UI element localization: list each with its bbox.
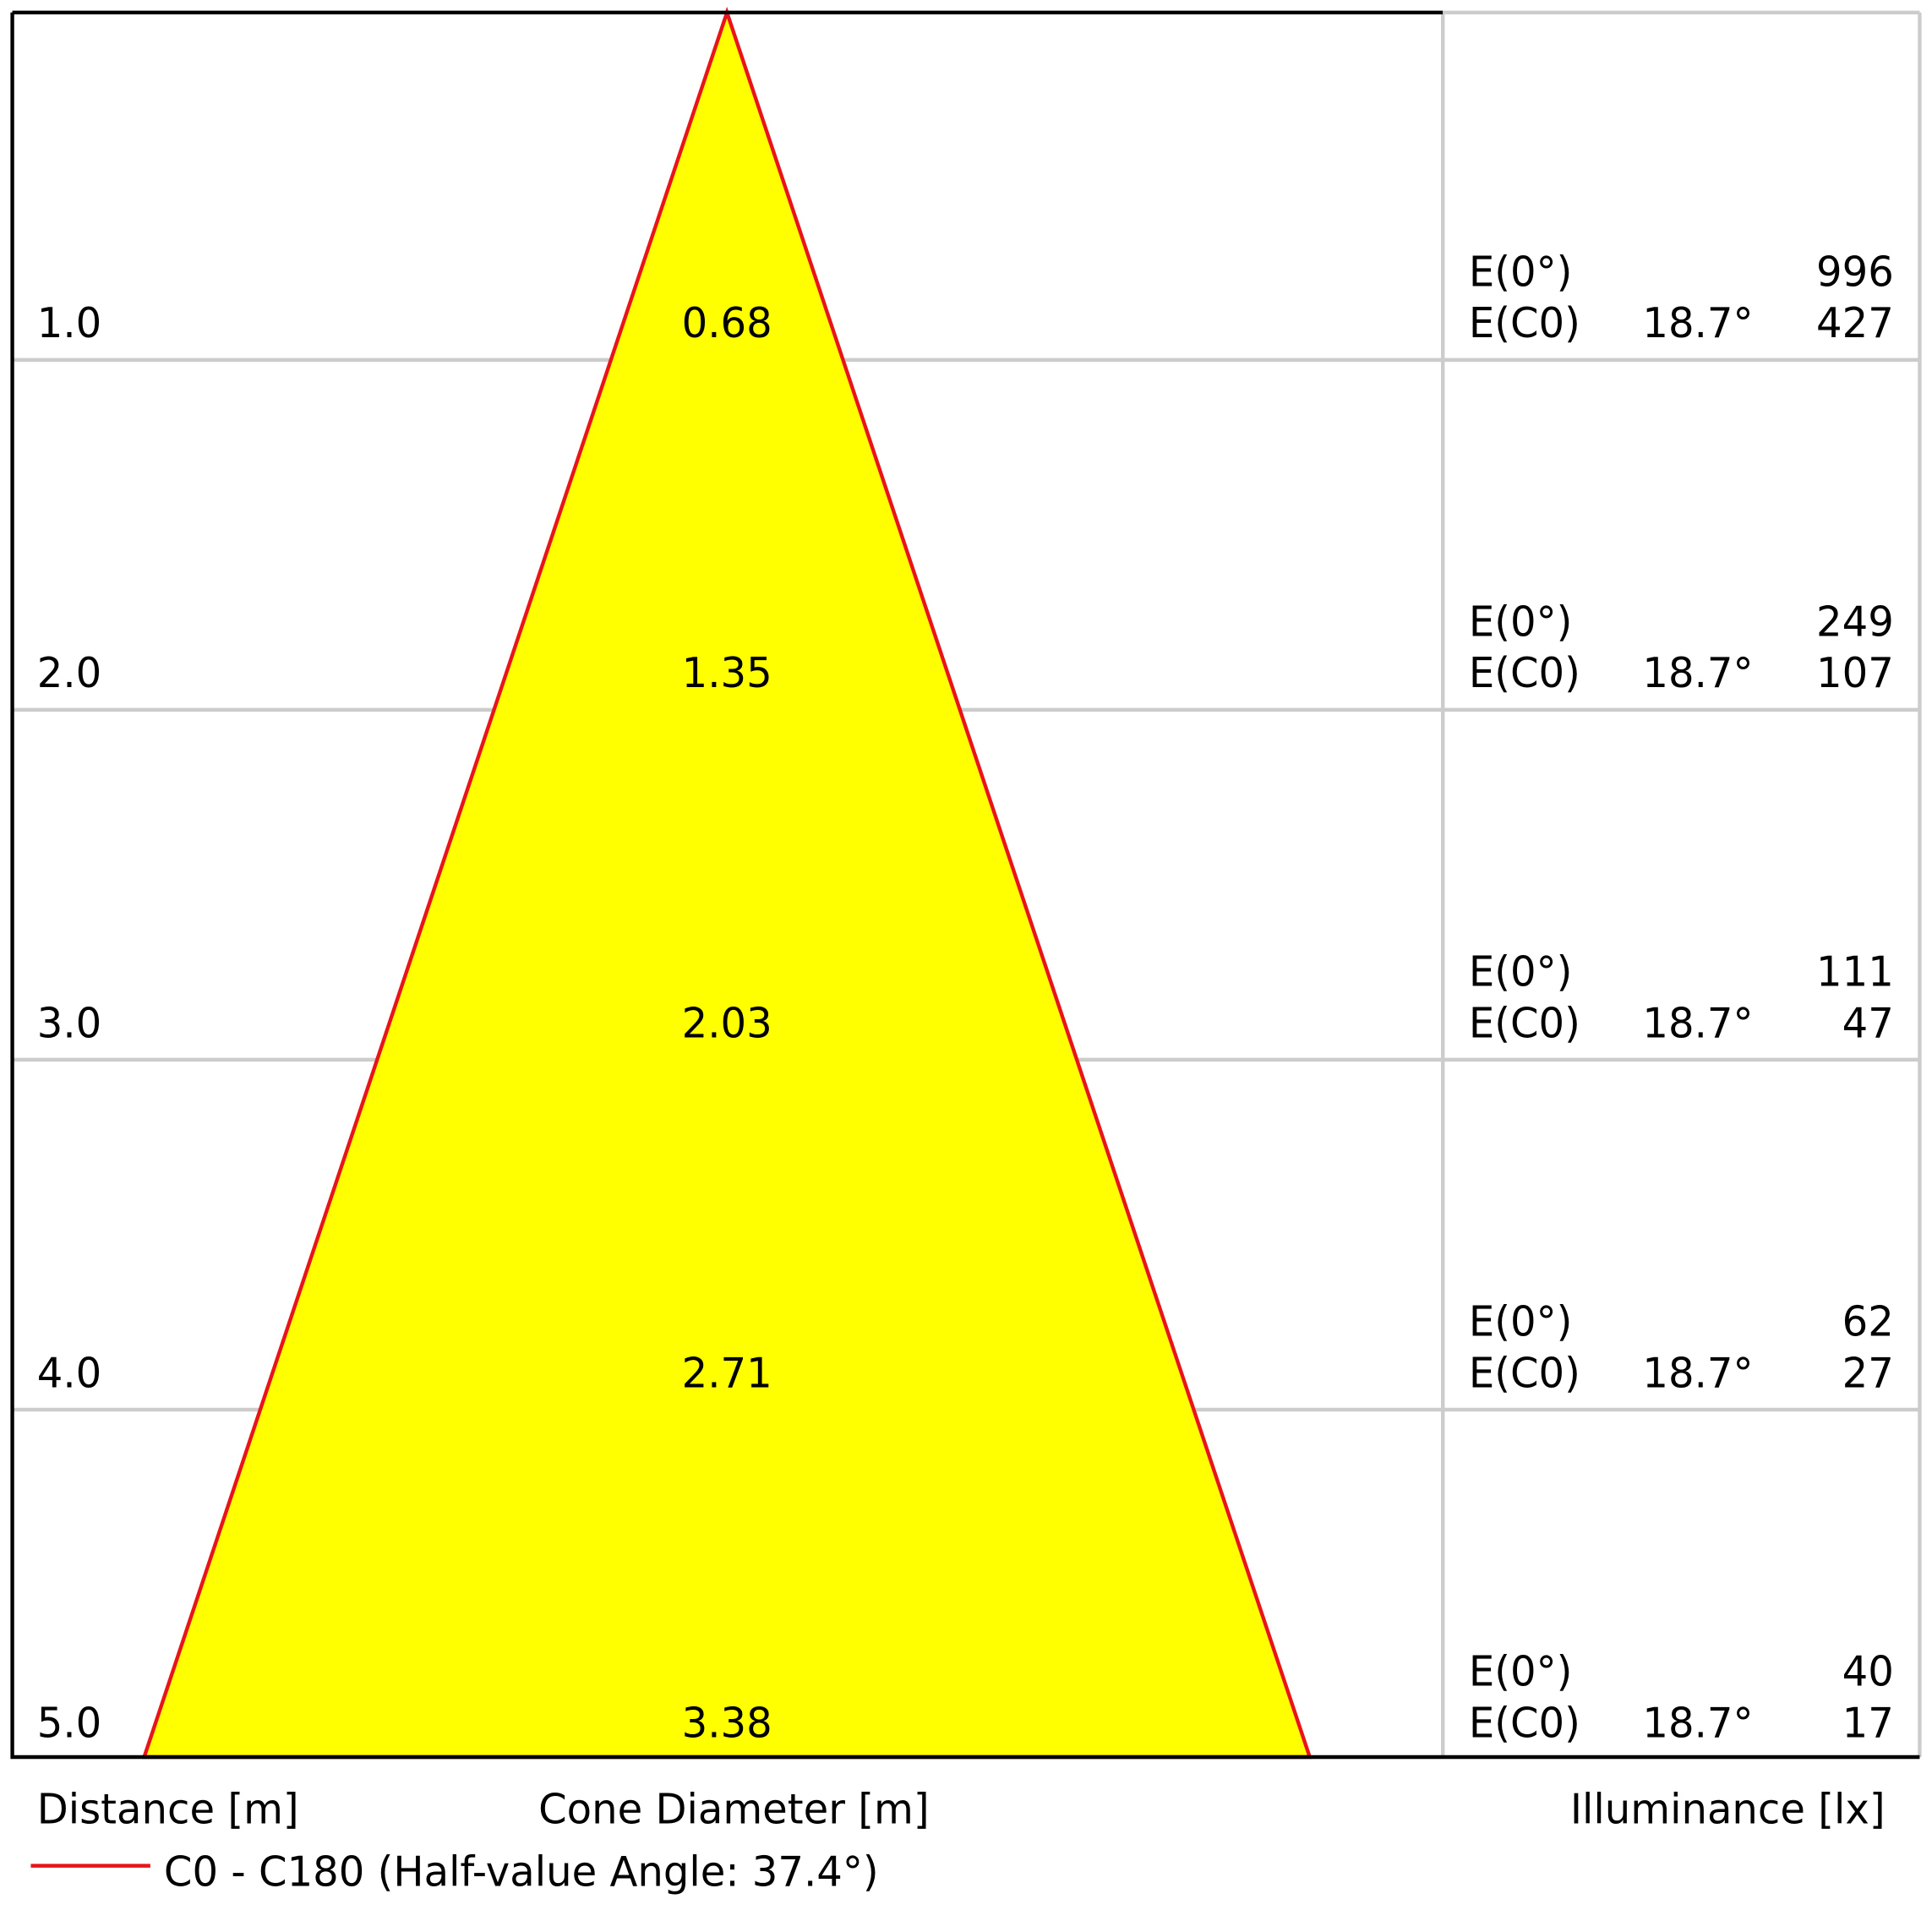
e0-label: E(0°) bbox=[1469, 598, 1573, 646]
angle: 18.7° bbox=[1642, 650, 1753, 697]
e0-value: 40 bbox=[1842, 1648, 1894, 1695]
ec0-label: E(C0) bbox=[1469, 1350, 1580, 1397]
ec0-value: 47 bbox=[1842, 1000, 1894, 1047]
ec0-value: 107 bbox=[1816, 650, 1894, 697]
e0-value: 62 bbox=[1842, 1298, 1894, 1345]
e0-value: 249 bbox=[1816, 598, 1894, 646]
distance: 2.0 bbox=[37, 650, 102, 697]
e0-label: E(0°) bbox=[1469, 1648, 1573, 1695]
cone-diameter: 2.71 bbox=[682, 1350, 772, 1397]
footer-diameter: Cone Diameter [m] bbox=[538, 1786, 930, 1833]
e0-label: E(0°) bbox=[1469, 248, 1573, 296]
ec0-value: 17 bbox=[1842, 1700, 1894, 1747]
angle: 18.7° bbox=[1642, 300, 1753, 347]
ec0-value: 27 bbox=[1842, 1350, 1894, 1397]
frame bbox=[10, 12, 1920, 1760]
distance: 4.0 bbox=[37, 1350, 102, 1397]
ec0-label: E(C0) bbox=[1469, 1700, 1580, 1747]
ec0-label: E(C0) bbox=[1469, 300, 1580, 347]
e0-label: E(0°) bbox=[1469, 948, 1573, 996]
e0-value: 111 bbox=[1816, 948, 1894, 996]
distance: 3.0 bbox=[37, 1000, 102, 1047]
cone-diameter: 3.38 bbox=[682, 1700, 772, 1747]
distance: 5.0 bbox=[37, 1700, 102, 1747]
angle: 18.7° bbox=[1642, 1700, 1753, 1747]
distance: 1.0 bbox=[37, 300, 102, 347]
angle: 18.7° bbox=[1642, 1350, 1753, 1397]
angle: 18.7° bbox=[1642, 1000, 1753, 1047]
e0-value: 996 bbox=[1816, 248, 1894, 296]
legend-label: C0 - C180 (Half-value Angle: 37.4°) bbox=[164, 1848, 879, 1896]
ec0-label: E(C0) bbox=[1469, 650, 1580, 697]
footer-distance: Distance [m] bbox=[37, 1786, 299, 1833]
cone-diameter: 2.03 bbox=[682, 1000, 772, 1047]
cone-diameter: 1.35 bbox=[682, 650, 772, 697]
cone-diameter: 0.68 bbox=[682, 300, 772, 347]
ec0-label: E(C0) bbox=[1469, 1000, 1580, 1047]
rows: 1.0 0.68 E(0°) 996 E(C0) 18.7° 427 2.0 1.35 E(0°)… bbox=[37, 248, 1894, 1747]
footer-illuminance: Illuminance [lx] bbox=[1570, 1786, 1886, 1833]
ec0-value: 427 bbox=[1816, 300, 1894, 347]
e0-label: E(0°) bbox=[1469, 1298, 1573, 1345]
